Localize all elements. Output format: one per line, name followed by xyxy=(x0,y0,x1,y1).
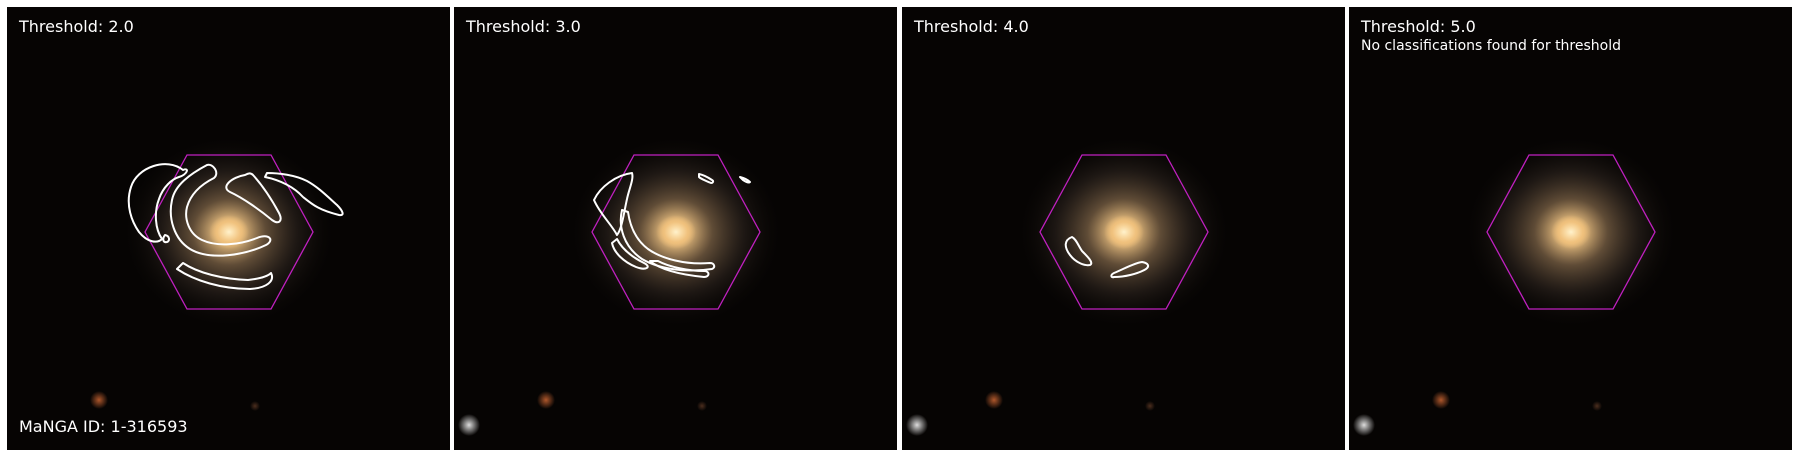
contour-lower-arm xyxy=(176,262,273,290)
galaxy-core xyxy=(1551,215,1591,249)
galaxy-image xyxy=(7,7,450,450)
contour-small-blob xyxy=(162,234,171,244)
contour-inner-arm xyxy=(619,209,716,272)
contour-left-arm xyxy=(593,172,634,236)
contour-upper-arm-b xyxy=(264,172,344,217)
contour-inner-arm xyxy=(169,163,272,257)
contour-left-arm xyxy=(127,163,188,243)
ifu-hexagon xyxy=(144,154,314,310)
contour-lower-arm-b xyxy=(649,260,710,278)
foreground-star xyxy=(90,391,108,409)
ifu-hexagon xyxy=(1039,154,1209,310)
foreground-star xyxy=(537,391,555,409)
galaxy-core xyxy=(656,215,696,249)
contour-lower-arm-a xyxy=(611,238,649,270)
faint-star xyxy=(250,401,260,411)
foreground-star xyxy=(985,391,1003,409)
contour-left-blob xyxy=(1064,236,1093,267)
panel-threshold-4: Threshold: 4.0 xyxy=(902,7,1345,450)
contour-upper-arm-a xyxy=(225,172,282,224)
galaxy-core xyxy=(1104,215,1144,249)
faint-star xyxy=(1145,401,1155,411)
galaxy-image xyxy=(454,7,897,450)
ifu-hexagon xyxy=(1486,154,1656,310)
contour-small-blob xyxy=(739,176,751,184)
galaxy-image xyxy=(902,7,1345,450)
contour-lower-blob xyxy=(1110,261,1150,279)
faint-star xyxy=(697,401,707,411)
corner-star xyxy=(1353,414,1375,436)
faint-star xyxy=(1592,401,1602,411)
spiral-arm-contours xyxy=(127,163,344,290)
spiral-arm-contours xyxy=(1064,236,1150,279)
panel-threshold-2: Threshold: 2.0 MaNGA ID: 1-316593 xyxy=(7,7,450,450)
ifu-hexagon xyxy=(591,154,761,310)
galaxy-core xyxy=(209,215,249,249)
contour-upper-blob xyxy=(698,173,715,184)
spiral-arm-contours xyxy=(593,172,751,278)
galaxy-image xyxy=(1349,7,1792,450)
foreground-star xyxy=(1432,391,1450,409)
corner-star xyxy=(906,414,928,436)
corner-star xyxy=(458,414,480,436)
panel-threshold-5: Threshold: 5.0 No classifications found … xyxy=(1349,7,1792,450)
panel-threshold-3: Threshold: 3.0 xyxy=(454,7,897,450)
